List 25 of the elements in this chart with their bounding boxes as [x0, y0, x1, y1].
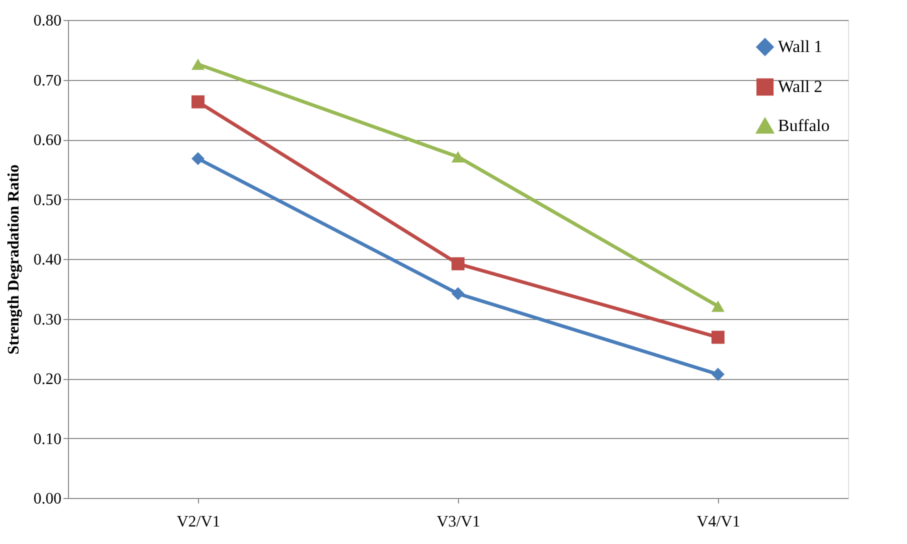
- point: [191, 152, 205, 166]
- legend-label: Wall 2: [778, 77, 822, 96]
- x-tick-label: V3/V1: [436, 514, 480, 530]
- y-tick-label: 0.70: [34, 72, 62, 90]
- point: [451, 287, 465, 300]
- point: [451, 257, 465, 270]
- point: [711, 300, 725, 312]
- x-tick-label: V4/V1: [696, 514, 740, 530]
- y-tick-label: 0.20: [34, 371, 62, 388]
- point: [191, 95, 205, 108]
- y-axis-title: Strength Degradation Ratio: [6, 164, 22, 354]
- legend-label: Buffalo: [778, 116, 830, 135]
- y-tick-label: 0.00: [34, 490, 62, 508]
- legend-label: Wall 1: [778, 37, 822, 56]
- y-tick-label: 0.40: [34, 252, 62, 268]
- y-tick-label: 0.10: [34, 430, 62, 448]
- point: [191, 58, 205, 70]
- point: [451, 151, 465, 162]
- point: [711, 368, 725, 381]
- y-tick-label: 0.50: [34, 192, 62, 209]
- x-tick-label: V2/V1: [176, 514, 220, 530]
- y-tick-label: 0.30: [34, 311, 62, 328]
- point: [711, 330, 725, 344]
- y-tick-label: 0.80: [34, 12, 62, 30]
- y-tick-label: 0.60: [34, 132, 62, 149]
